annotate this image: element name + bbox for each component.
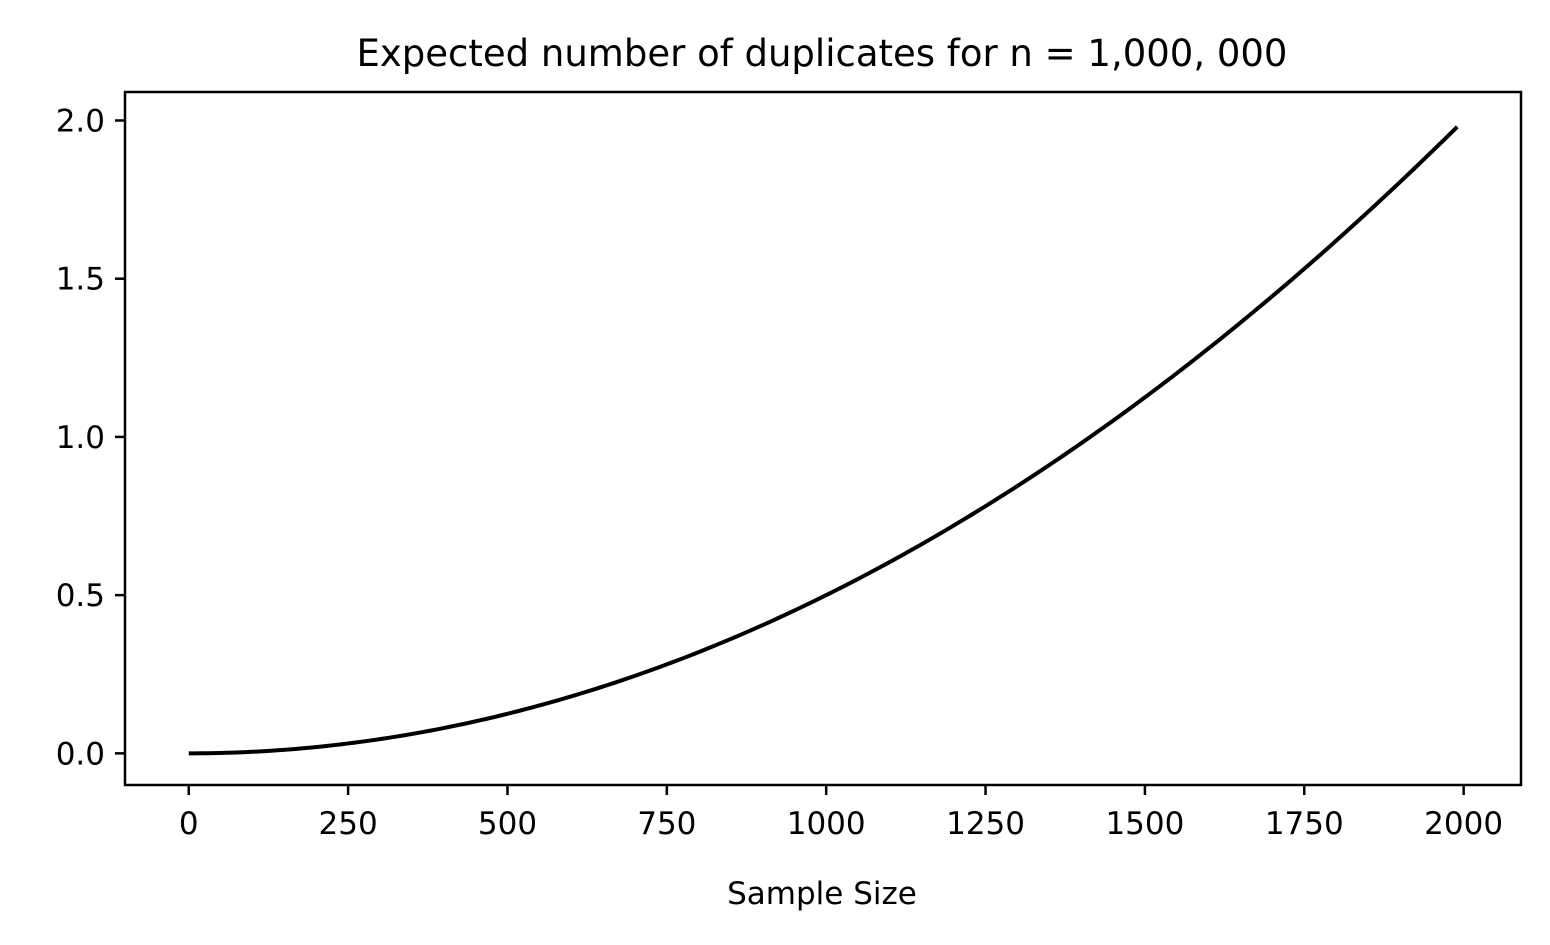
x-tick-label: 0	[179, 806, 199, 842]
chart-title: Expected number of duplicates for n = 1,…	[357, 32, 1288, 75]
x-tick-label: 750	[637, 806, 696, 842]
plot-area	[123, 90, 1523, 787]
y-tick-label: 1.0	[56, 420, 105, 456]
x-tick-label: 2000	[1424, 806, 1503, 842]
plot-frame	[123, 90, 1523, 787]
x-tick-label: 1500	[1105, 806, 1184, 842]
x-axis-label: Sample Size	[727, 876, 917, 912]
x-tick-label: 1250	[946, 806, 1025, 842]
expected-duplicates-line	[188, 125, 1459, 756]
y-tick-label: 2.0	[56, 103, 105, 139]
x-tick-label: 500	[478, 806, 537, 842]
y-axis: 0.0 0.5 1.0 1.5 2.0	[56, 103, 125, 772]
x-tick-label: 250	[319, 806, 378, 842]
y-tick-label: 0.5	[56, 578, 105, 614]
y-tick-label: 0.0	[56, 736, 105, 772]
x-axis: 0 250 500 750 1000 1250 1500 1750 2000	[179, 785, 1503, 842]
y-tick-label: 1.5	[56, 262, 105, 298]
x-tick-label: 1750	[1265, 806, 1344, 842]
x-tick-label: 1000	[787, 806, 866, 842]
